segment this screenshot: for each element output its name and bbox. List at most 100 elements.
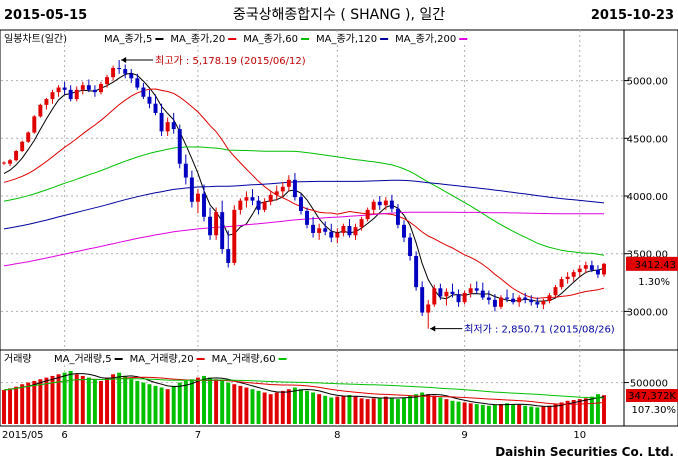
volume-ma-line-0 (3, 373, 605, 407)
volume-bar (323, 395, 328, 424)
current-price: 3412.43 (635, 260, 676, 271)
candle-body (274, 191, 279, 195)
candle (499, 295, 503, 310)
candle-body (535, 302, 540, 305)
candle (383, 197, 388, 210)
candle (226, 230, 231, 268)
candle (250, 189, 255, 206)
volume-bar (244, 387, 249, 424)
volume-bar (365, 399, 370, 424)
candle (299, 193, 303, 215)
candle-body (305, 211, 309, 225)
volume-bar (559, 402, 564, 424)
candle-body (262, 201, 267, 210)
candle (335, 228, 340, 244)
volume-bar (208, 377, 213, 424)
candle (202, 184, 206, 222)
candle-body (511, 298, 516, 303)
candle-body (450, 291, 455, 295)
candle-body (183, 163, 188, 178)
volume-bar (468, 403, 473, 424)
volume-bar (529, 406, 534, 424)
volume-bar (426, 394, 431, 424)
volume-bar (250, 389, 255, 424)
candle-body (347, 226, 352, 236)
volume-bar (565, 400, 570, 424)
volume-bar (74, 374, 79, 424)
volume-bar (62, 372, 67, 424)
candle-body (523, 297, 528, 300)
price-tick-label: 4000.00 (627, 192, 668, 203)
candle-body (20, 141, 25, 151)
volume-change-pct: 107.30% (632, 405, 677, 416)
candle (123, 64, 128, 79)
candle (20, 140, 25, 153)
volume-bar (444, 399, 449, 424)
volume-bar (111, 374, 116, 424)
candle-body (359, 219, 364, 228)
candle (456, 289, 461, 307)
volume-bar (541, 406, 546, 424)
candle-body (329, 231, 334, 238)
volume-bar (456, 401, 461, 424)
candle-body (80, 85, 85, 90)
price-panel (0, 29, 678, 351)
candle-body (432, 288, 437, 305)
candle (286, 175, 291, 192)
volume-bar (117, 372, 122, 424)
volume-bar (177, 382, 182, 424)
candle-body (486, 297, 491, 300)
volume-bar (499, 404, 503, 424)
candle-body (256, 200, 261, 210)
volume-bar (553, 404, 558, 424)
candle (377, 196, 382, 210)
candle-body (402, 224, 406, 238)
candle-body (529, 299, 534, 303)
candle (553, 284, 558, 298)
candle-body (341, 226, 346, 233)
candle (408, 232, 413, 261)
candle-body (420, 287, 425, 313)
volume-bar (183, 380, 188, 424)
candle (511, 292, 516, 305)
candle-body (74, 89, 79, 100)
volume-legend-entry: MA_거래량,60 (212, 353, 276, 365)
volume-bar (50, 375, 55, 424)
candle (474, 281, 479, 295)
candle (99, 81, 103, 95)
volume-bar (68, 370, 73, 424)
candle (329, 223, 334, 243)
candle (571, 269, 576, 282)
volume-bar (26, 382, 31, 424)
candle (50, 89, 55, 104)
candle (420, 281, 425, 316)
candle (468, 283, 473, 298)
candle-body (365, 209, 370, 220)
candle-body (129, 73, 134, 79)
candle (62, 81, 67, 95)
candle-body (238, 200, 243, 210)
candle (159, 103, 164, 136)
candle-body (208, 216, 213, 236)
x-tick-label: 8 (334, 430, 340, 441)
candle-body (280, 186, 285, 192)
end-date: 2015-10-23 (591, 8, 674, 23)
candle-body (492, 299, 497, 307)
candle (438, 283, 443, 300)
candle-body (153, 103, 158, 113)
candle (256, 196, 261, 215)
volume-bar (8, 388, 13, 424)
candle (68, 85, 73, 102)
volume-bar (377, 397, 382, 424)
x-tick-label: 9 (461, 430, 467, 441)
candle-body (438, 288, 443, 297)
current-volume-box (626, 389, 678, 402)
volume-bar (44, 377, 49, 424)
volume-bar (226, 382, 231, 424)
volume-bar (220, 380, 225, 424)
volume-bar (347, 395, 352, 424)
candle-body (141, 87, 146, 97)
volume-bar (305, 390, 309, 424)
candle-body (505, 297, 509, 299)
high-annotation: 최고가 : 5,178.19 (2015/06/12) (155, 55, 306, 67)
